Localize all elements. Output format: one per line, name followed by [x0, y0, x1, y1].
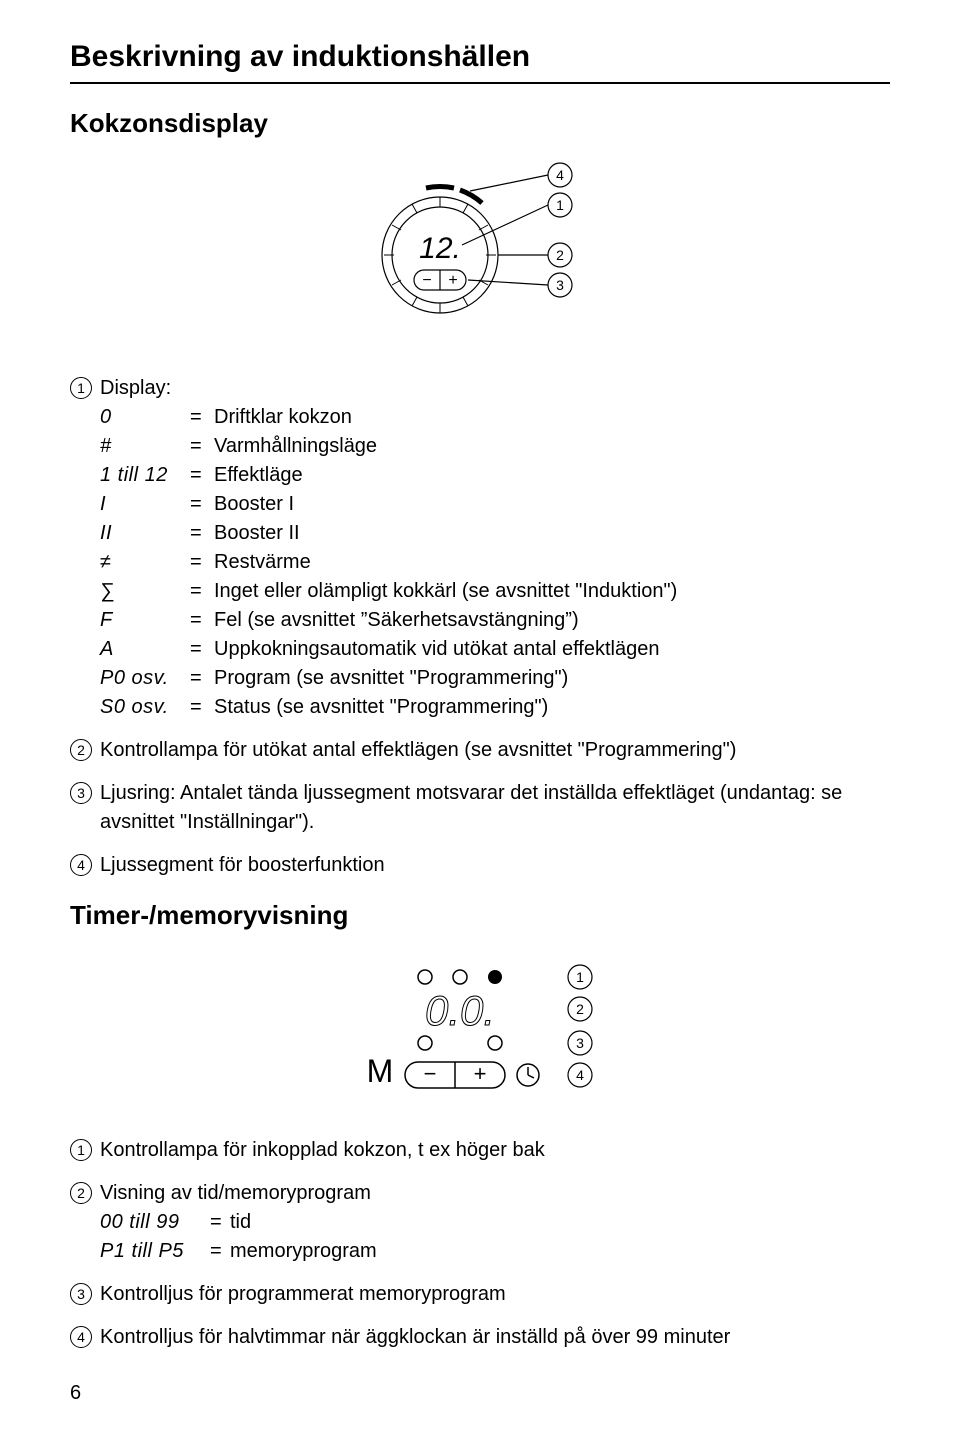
kokzons-item-1: 1 Display: [70, 374, 890, 403]
circled-3b: 3 [70, 1283, 92, 1305]
timer-diagram-svg: 0.0. M − + 1 2 3 4 [310, 947, 650, 1107]
circled-1: 1 [70, 377, 92, 399]
timer-item-3: 3 Kontrolljus för programmerat memorypro… [70, 1280, 890, 1309]
svg-text:−: − [422, 272, 431, 289]
circled-3: 3 [70, 782, 92, 804]
kokzons-item-1-label: Display: [100, 374, 890, 403]
kokzons-diagram: 12. − + 4 1 2 3 [70, 155, 890, 350]
circled-1b: 1 [70, 1139, 92, 1161]
svg-text:3: 3 [556, 277, 564, 293]
circled-2b: 2 [70, 1182, 92, 1204]
svg-text:−: − [424, 1061, 437, 1086]
svg-text:1: 1 [576, 969, 584, 985]
timer-item-2: 2 Visning av tid/memoryprogram [70, 1179, 890, 1208]
page-number: 6 [70, 1382, 890, 1405]
svg-text:2: 2 [556, 247, 564, 263]
kokzons-diagram-svg: 12. − + 4 1 2 3 [330, 155, 630, 345]
display-defs: 0=Driftklar kokzon #=Varmhållningsläge 1… [70, 403, 890, 722]
kokzons-heading: Kokzonsdisplay [70, 108, 890, 139]
circled-4b: 4 [70, 1326, 92, 1348]
svg-text:+: + [474, 1061, 487, 1086]
diagram-display-value: 12. [419, 232, 461, 265]
kokzons-item-3: 3 Ljusring: Antalet tända ljussegment mo… [70, 779, 890, 837]
timer-item-2-defs: 00 till 99=tid P1 till P5=memoryprogram [70, 1208, 890, 1266]
timer-heading: Timer-/memoryvisning [70, 900, 890, 931]
kokzons-item-3-text: Ljusring: Antalet tända ljussegment mots… [100, 779, 890, 837]
timer-item-4: 4 Kontrolljus för halvtimmar när äggkloc… [70, 1323, 890, 1352]
svg-text:2: 2 [576, 1001, 584, 1017]
timer-item-1: 1 Kontrollampa för inkopplad kokzon, t e… [70, 1136, 890, 1165]
svg-text:+: + [448, 272, 457, 289]
timer-item-4-text: Kontrolljus för halvtimmar när äggklocka… [100, 1323, 890, 1352]
kokzons-item-2-text: Kontrollampa för utökat antal effektläge… [100, 736, 890, 765]
kokzons-item-2: 2 Kontrollampa för utökat antal effektlä… [70, 736, 890, 765]
svg-text:4: 4 [576, 1067, 584, 1083]
timer-diagram: 0.0. M − + 1 2 3 4 [70, 947, 890, 1112]
circled-2: 2 [70, 739, 92, 761]
circled-4: 4 [70, 854, 92, 876]
timer-item-3-text: Kontrolljus för programmerat memoryprogr… [100, 1280, 890, 1309]
title-rule [70, 82, 890, 84]
timer-item-1-text: Kontrollampa för inkopplad kokzon, t ex … [100, 1136, 890, 1165]
page-title: Beskrivning av induktionshällen [70, 40, 890, 74]
svg-text:3: 3 [576, 1035, 584, 1051]
svg-text:4: 4 [556, 167, 564, 183]
timer-display-value: 0.0. [425, 987, 495, 1034]
svg-text:1: 1 [556, 197, 564, 213]
kokzons-item-4: 4 Ljussegment för boosterfunktion [70, 851, 890, 880]
kokzons-item-4-text: Ljussegment för boosterfunktion [100, 851, 890, 880]
timer-item-2-text: Visning av tid/memoryprogram [100, 1179, 890, 1208]
m-label: M [367, 1053, 394, 1089]
